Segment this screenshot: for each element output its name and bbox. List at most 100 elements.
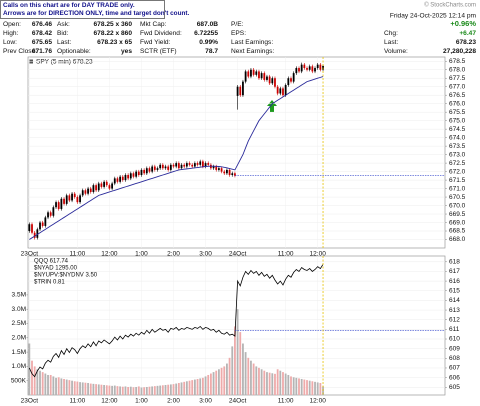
volume-bar (271, 373, 274, 395)
volume-bar (196, 378, 199, 395)
candle-body (175, 163, 178, 167)
notice-box (0, 0, 165, 19)
y-tick-label: 672.0 (449, 168, 466, 175)
candle-body (319, 64, 322, 70)
y-tick-label: 614 (449, 297, 460, 304)
volume-bar (111, 385, 114, 395)
candle-body (236, 86, 239, 96)
candle-body (111, 183, 114, 189)
volume-bar (185, 381, 188, 395)
volume-bar (226, 363, 228, 395)
candle-body (252, 69, 255, 75)
volume-bar (193, 379, 196, 395)
candle-body (97, 183, 100, 191)
candle-body (201, 161, 204, 167)
y-tick-label: 605 (449, 384, 460, 391)
legend-entry: $TRIN 0.81 (34, 280, 65, 286)
quote-label: Prev Close: (3, 48, 37, 55)
volume-bar (121, 386, 124, 395)
y-tick-label: 678.0 (449, 66, 466, 73)
candle-body (119, 176, 122, 182)
candle-body (124, 174, 127, 181)
candle-body (223, 171, 226, 174)
y-tick-label: 669.0 (449, 219, 466, 226)
datetime: Friday 24-Oct-2025 12:14 pm (390, 12, 477, 19)
candle-body (167, 166, 170, 170)
x-tick-label: 23Oct (21, 251, 39, 258)
plot-area (27, 56, 446, 249)
y2-tick-label: 500K (11, 377, 27, 384)
quote-label: Last: (384, 39, 398, 46)
candle-body (298, 68, 300, 72)
volume-bar (252, 363, 255, 395)
candle-body (287, 78, 290, 86)
candle-body (279, 88, 282, 94)
volume-bar (255, 366, 258, 395)
x-tick-label: 11:00 (69, 398, 85, 405)
y-tick-label: 618 (449, 259, 460, 266)
candle-body (79, 195, 81, 203)
candle-body (258, 71, 260, 79)
volume-bar (177, 382, 180, 395)
y2-tick-label: 3.5M (12, 292, 26, 299)
candle-body (215, 166, 218, 170)
candle-body (169, 164, 172, 170)
x-tick-label: 3:00 (199, 251, 212, 258)
volume-bar (183, 381, 186, 395)
volume-bar (295, 377, 298, 395)
y2-tick-label: 2.5M (12, 320, 26, 327)
volume-bar (124, 386, 127, 395)
volume-bar (39, 370, 41, 395)
y-tick-label: 672.5 (449, 160, 466, 167)
quote-value: 676.46 (32, 21, 53, 28)
quote-label: Bid: (57, 30, 69, 37)
volume-bar (306, 380, 308, 395)
volume-bar (316, 382, 319, 395)
candle-body (33, 232, 36, 238)
x-tick-label: 2:00 (167, 398, 180, 405)
volume-bar (250, 360, 252, 395)
y-tick-label: 612 (449, 316, 460, 323)
quote-label: SCTR (ETF) (140, 48, 177, 55)
volume-bar (199, 378, 202, 395)
volume-bar (156, 385, 159, 395)
volume-bar (266, 372, 268, 395)
y-tick-label: 674.0 (449, 134, 466, 141)
candle-body (306, 68, 308, 70)
y-tick-label: 674.5 (449, 126, 466, 133)
quote-value: 6.72255 (194, 30, 218, 37)
volume-bar (175, 383, 178, 395)
y-tick-label: 611 (449, 326, 460, 333)
volume-bar (236, 309, 239, 395)
candle-body (218, 168, 220, 170)
quote-value: 671.76 (32, 48, 53, 55)
y-tick-label: 616 (449, 278, 460, 285)
quote-label: Chg: (384, 30, 398, 37)
candle-body (153, 166, 156, 170)
candle-body (180, 164, 183, 169)
volume-bar (135, 386, 138, 395)
candle-body (116, 178, 119, 182)
quote-label: P/E: (231, 21, 244, 28)
y-tick-label: 615 (449, 287, 460, 294)
candle-body (127, 174, 130, 179)
plot-area (27, 255, 446, 396)
candle-body (207, 163, 210, 165)
y-tick-label: 671.0 (449, 185, 466, 192)
candle-body (308, 66, 311, 70)
volume-bar (113, 385, 116, 395)
x-tick-label: 23Oct (21, 398, 39, 405)
candle-body (247, 71, 250, 77)
moving-average (29, 76, 324, 240)
notice-line: Calls on this chart are for DAY TRADE on… (3, 2, 135, 9)
candle-body (100, 183, 103, 187)
candle-body (212, 166, 215, 169)
y-tick-label: 676.0 (449, 100, 466, 107)
candle-body (188, 163, 191, 165)
candle-body (36, 229, 39, 238)
candle-body (228, 169, 231, 175)
volume-bar (172, 384, 175, 395)
volume-bar (212, 372, 215, 395)
quote-value: 78.7 (205, 48, 218, 55)
volume-bar (188, 380, 191, 395)
